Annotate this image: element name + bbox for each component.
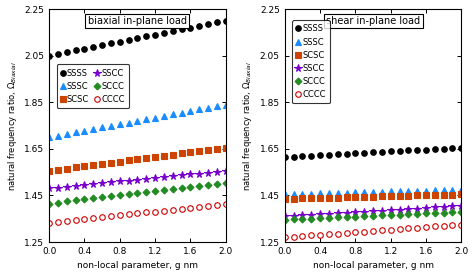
- Text: biaxial in-plane load: biaxial in-plane load: [88, 16, 187, 26]
- Text: shear in-plane load: shear in-plane load: [326, 16, 420, 26]
- Y-axis label: natural frequency ratio, $\Omega_{Biaxial}$: natural frequency ratio, $\Omega_{Biaxia…: [241, 60, 254, 191]
- Legend: SSSS, SSSC, SCSC, SSCC, SCCC, CCCC: SSSS, SSSC, SCSC, SSCC, SCCC, CCCC: [292, 20, 330, 104]
- Legend: SSSS, SSSC, SCSC, SSCC, SCCC, CCCC: SSSS, SSSC, SCSC, SSCC, SCCC, CCCC: [57, 65, 129, 108]
- X-axis label: non-local parameter, g nm: non-local parameter, g nm: [77, 261, 198, 270]
- X-axis label: non-local parameter, g nm: non-local parameter, g nm: [312, 261, 434, 270]
- Y-axis label: natural frequency ratio, $\Omega_{Biaxial}$: natural frequency ratio, $\Omega_{Biaxia…: [6, 60, 18, 191]
